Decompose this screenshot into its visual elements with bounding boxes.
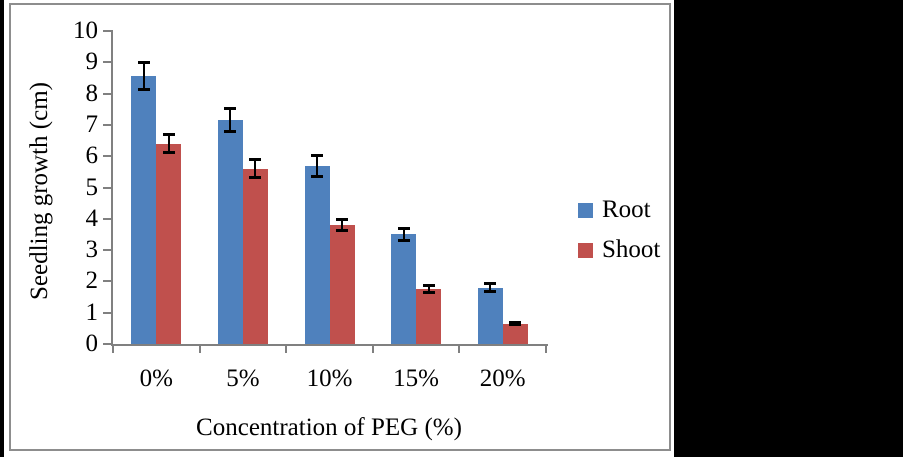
error-bar-line xyxy=(167,134,170,154)
x-tick-mark xyxy=(545,344,547,353)
error-bar-line xyxy=(427,285,430,293)
y-tick-label: 10 xyxy=(73,17,98,44)
left-black-strip xyxy=(0,0,4,457)
y-tick-mark xyxy=(103,186,112,189)
y-tick-label: 9 xyxy=(85,48,99,76)
error-bar-line xyxy=(254,159,257,179)
error-bar-cap-top xyxy=(397,226,410,230)
bar-root-5% xyxy=(217,120,243,344)
error-bar-cap-top xyxy=(162,133,175,137)
error-bar-line xyxy=(341,218,343,232)
legend-item-root: Root xyxy=(578,196,651,223)
bar-shoot-0% xyxy=(156,143,182,344)
y-tick-label: 4 xyxy=(85,204,99,232)
legend-swatch-root xyxy=(578,202,593,218)
error-bar-cap-bottom xyxy=(397,239,410,243)
y-tick-label: 5 xyxy=(85,173,99,201)
error-bar-cap-bottom xyxy=(509,323,522,327)
y-tick-label: 3 xyxy=(85,236,99,264)
x-tick-mark xyxy=(371,344,374,353)
bar-shoot-10% xyxy=(329,225,355,344)
error-bar-line xyxy=(229,108,232,133)
x-category-label: 15% xyxy=(393,365,439,392)
y-tick-label: 6 xyxy=(85,142,99,170)
y-tick-mark xyxy=(103,249,112,252)
error-bar-line xyxy=(489,282,492,293)
x-axis-title: Concentration of PEG (%) xyxy=(196,414,462,441)
x-tick-mark xyxy=(112,344,114,353)
y-tick-label: 1 xyxy=(85,298,99,326)
bar-root-15% xyxy=(391,234,417,344)
error-bar-cap-bottom xyxy=(422,290,435,294)
y-tick-mark xyxy=(103,280,112,283)
x-category-label: 20% xyxy=(479,365,526,392)
error-bar-cap-bottom xyxy=(137,88,150,92)
y-tick-mark xyxy=(103,217,112,220)
legend-item-shoot: Shoot xyxy=(578,236,661,263)
error-bar-cap-top xyxy=(137,61,150,65)
x-tick-mark xyxy=(285,344,288,353)
y-tick-mark xyxy=(103,123,112,126)
y-tick-label: 0 xyxy=(85,330,99,357)
y-tick-label: 8 xyxy=(85,79,99,107)
y-tick-mark xyxy=(103,61,112,64)
x-tick-mark xyxy=(458,344,461,353)
y-tick-mark xyxy=(103,155,112,158)
bar-shoot-20% xyxy=(502,323,528,344)
error-bar-cap-top xyxy=(422,284,435,288)
x-category-label: 10% xyxy=(306,365,353,392)
error-bar-line xyxy=(142,62,145,91)
y-axis-line xyxy=(111,30,113,346)
error-bar-cap-top xyxy=(249,158,262,162)
error-bar-cap-bottom xyxy=(224,130,237,134)
y-tick-mark xyxy=(103,311,112,314)
y-tick-mark xyxy=(103,92,112,95)
y-tick-mark xyxy=(103,343,112,345)
error-bar-cap-top xyxy=(484,281,497,285)
x-category-label: 0% xyxy=(139,365,173,392)
error-bar-cap-bottom xyxy=(336,229,348,233)
bar-shoot-15% xyxy=(416,289,442,344)
bar-shoot-5% xyxy=(242,168,268,344)
x-tick-mark xyxy=(198,344,201,353)
legend-label-shoot: Shoot xyxy=(602,236,661,263)
x-category-label: 5% xyxy=(226,365,260,392)
error-bar-cap-bottom xyxy=(311,174,323,178)
error-bar-cap-top xyxy=(509,321,522,325)
x-axis-line xyxy=(111,344,548,346)
error-bar-cap-top xyxy=(336,217,348,221)
error-bar-cap-top xyxy=(224,107,237,111)
error-bar-line xyxy=(316,154,318,177)
y-tick-label: 2 xyxy=(85,267,99,295)
legend-label-root: Root xyxy=(602,196,651,223)
y-tick-label: 7 xyxy=(85,110,99,138)
error-bar-cap-bottom xyxy=(484,290,497,294)
error-bar-cap-bottom xyxy=(162,151,175,155)
error-bar-cap-bottom xyxy=(249,176,262,180)
legend-swatch-shoot xyxy=(578,242,593,258)
error-bar-line xyxy=(402,227,405,242)
bar-root-20% xyxy=(477,287,503,344)
bar-root-0% xyxy=(131,76,157,344)
bar-root-10% xyxy=(304,165,330,344)
right-black-block xyxy=(674,0,903,457)
error-bar-cap-top xyxy=(311,153,323,157)
y-tick-mark xyxy=(103,30,112,32)
